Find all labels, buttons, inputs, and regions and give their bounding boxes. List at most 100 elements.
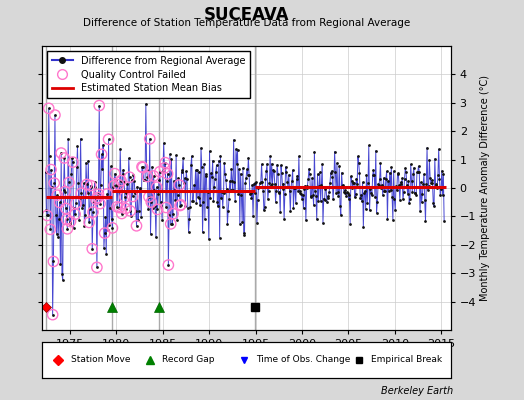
Point bbox=[347, 178, 356, 184]
Point bbox=[138, 164, 146, 170]
Point bbox=[67, 218, 75, 225]
Point bbox=[368, 172, 377, 178]
Point bbox=[208, 174, 216, 181]
Point bbox=[233, 147, 242, 153]
Point bbox=[418, 199, 426, 206]
Point bbox=[408, 188, 417, 195]
Point bbox=[425, 157, 433, 164]
Point bbox=[281, 190, 289, 197]
Point bbox=[226, 187, 235, 193]
Point bbox=[397, 179, 405, 186]
Point bbox=[110, 182, 118, 189]
Point bbox=[46, 226, 54, 232]
Point bbox=[197, 145, 205, 151]
Point bbox=[215, 234, 224, 241]
Point bbox=[115, 204, 124, 211]
Point bbox=[381, 175, 390, 182]
Point bbox=[164, 262, 172, 268]
Point bbox=[128, 177, 136, 184]
Point bbox=[249, 180, 258, 187]
Point bbox=[293, 172, 301, 179]
Point bbox=[379, 175, 388, 181]
Point bbox=[146, 231, 155, 237]
Point bbox=[290, 185, 298, 192]
Point bbox=[152, 184, 161, 190]
Point bbox=[409, 171, 417, 178]
Point bbox=[429, 200, 438, 207]
Point bbox=[133, 223, 141, 229]
Point bbox=[272, 187, 280, 194]
Point bbox=[318, 161, 326, 167]
Point bbox=[358, 179, 367, 186]
Point bbox=[439, 192, 447, 198]
Point bbox=[213, 199, 222, 206]
Point bbox=[176, 202, 184, 209]
Point bbox=[43, 212, 51, 219]
Point bbox=[74, 180, 82, 186]
Point bbox=[117, 210, 126, 217]
Point bbox=[407, 178, 416, 184]
Point bbox=[103, 191, 111, 197]
Point bbox=[310, 148, 319, 155]
Point bbox=[237, 192, 246, 198]
Point bbox=[271, 198, 280, 205]
Point bbox=[123, 180, 132, 187]
Point bbox=[394, 171, 402, 178]
Point bbox=[48, 184, 56, 190]
Point bbox=[406, 196, 414, 202]
Point bbox=[193, 167, 201, 173]
Point bbox=[139, 176, 148, 183]
Point bbox=[152, 184, 161, 190]
Point bbox=[439, 171, 447, 177]
Point bbox=[169, 210, 177, 217]
Point bbox=[365, 142, 373, 149]
Point bbox=[101, 214, 110, 221]
Point bbox=[355, 170, 364, 176]
Point bbox=[200, 161, 209, 167]
Point bbox=[414, 163, 423, 169]
Point bbox=[191, 188, 199, 194]
Point bbox=[386, 187, 395, 194]
Point bbox=[283, 178, 291, 185]
Point bbox=[440, 218, 449, 224]
Point bbox=[113, 204, 121, 210]
Point bbox=[230, 179, 238, 185]
Point bbox=[51, 112, 59, 118]
Point bbox=[392, 183, 400, 190]
Point bbox=[289, 205, 298, 211]
Point bbox=[352, 191, 360, 198]
Point bbox=[72, 163, 81, 170]
Point bbox=[143, 174, 151, 180]
Point bbox=[367, 189, 375, 196]
Point bbox=[67, 218, 75, 225]
Point bbox=[399, 196, 407, 203]
Point bbox=[109, 184, 117, 190]
Point bbox=[93, 264, 101, 270]
Point bbox=[424, 183, 433, 189]
Point bbox=[174, 175, 183, 181]
Point bbox=[282, 169, 291, 175]
Point bbox=[345, 192, 354, 198]
Point bbox=[262, 168, 270, 174]
Point bbox=[141, 176, 149, 183]
Point bbox=[158, 217, 166, 223]
Point bbox=[154, 191, 162, 197]
Point bbox=[288, 178, 296, 184]
Point bbox=[394, 170, 402, 177]
Point bbox=[201, 171, 210, 177]
Point bbox=[128, 193, 137, 200]
Point bbox=[434, 146, 443, 152]
Point bbox=[71, 211, 79, 218]
Point bbox=[167, 221, 175, 227]
Point bbox=[128, 193, 137, 200]
Point bbox=[47, 166, 55, 173]
Point bbox=[309, 192, 317, 198]
Point bbox=[188, 198, 196, 204]
Point bbox=[46, 226, 54, 232]
Point bbox=[120, 179, 128, 185]
Point bbox=[236, 221, 244, 228]
Point bbox=[50, 180, 58, 186]
Point bbox=[312, 216, 321, 222]
Point bbox=[127, 212, 135, 219]
Point bbox=[303, 183, 312, 189]
